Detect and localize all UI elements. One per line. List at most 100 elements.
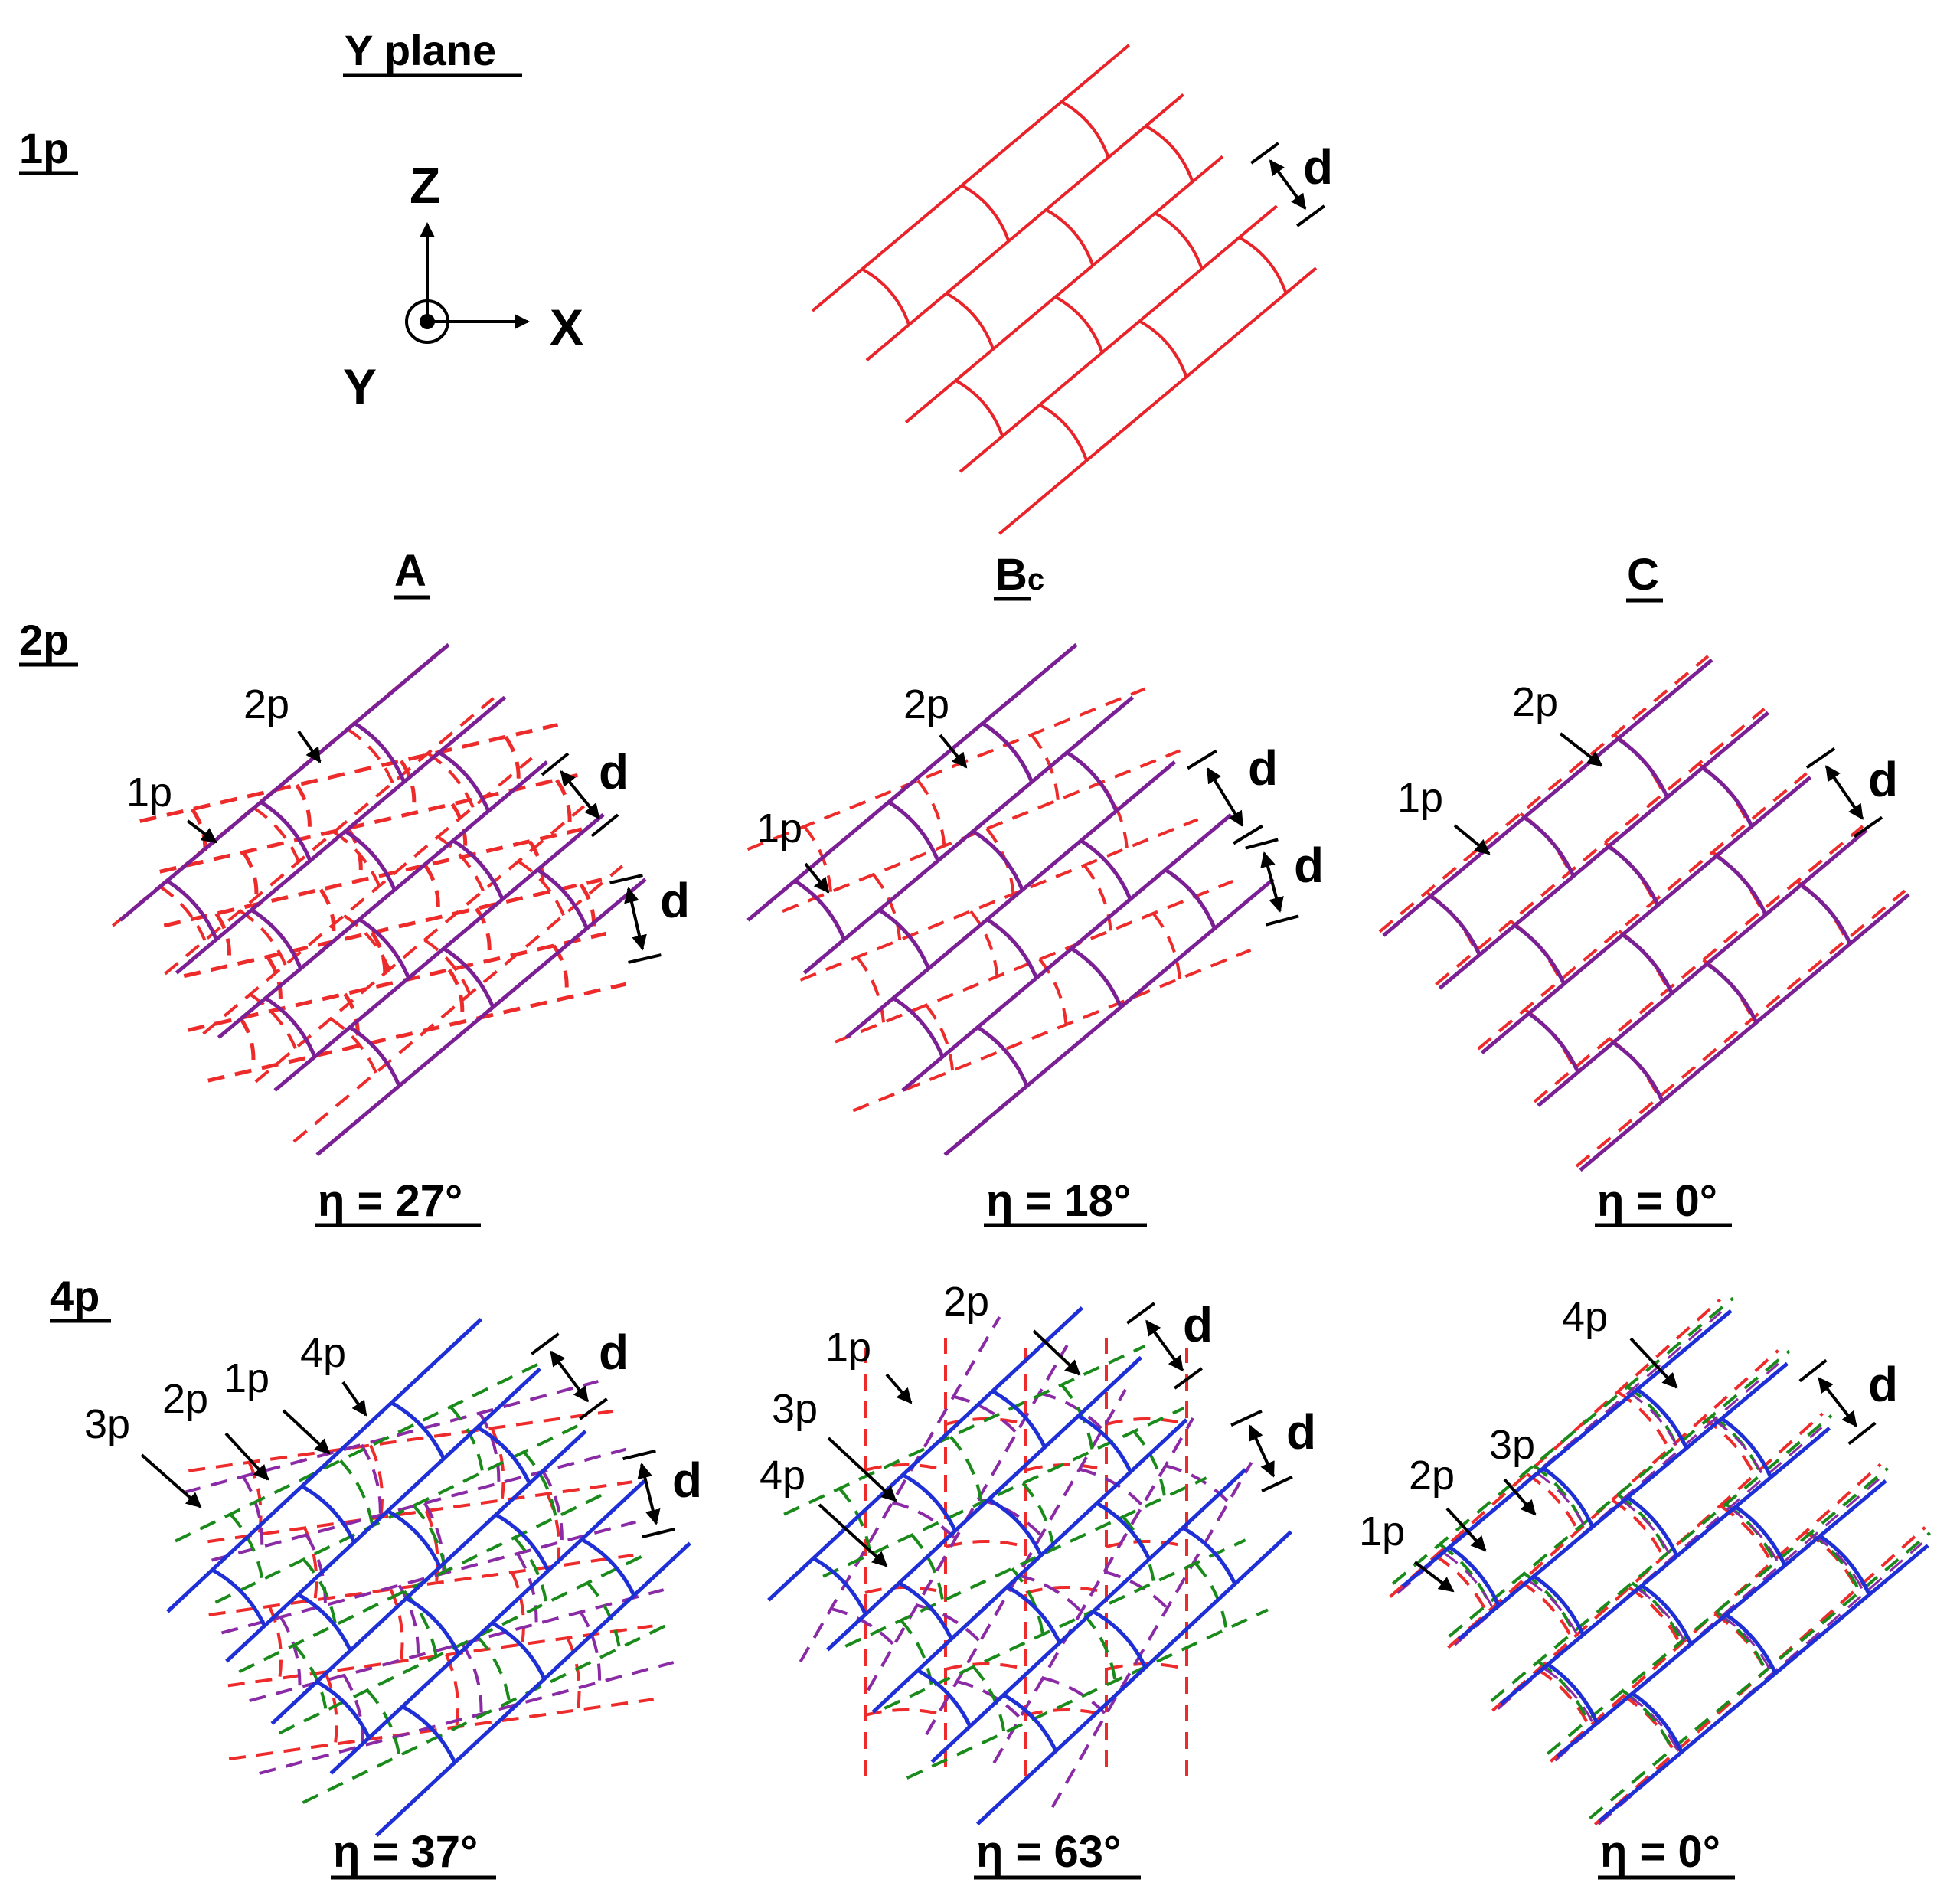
caption-4p-Bc-text: η = 63°	[976, 1827, 1121, 1877]
pass4-grain-boundary	[898, 1581, 953, 1640]
label-4p-A-1p: 1p	[224, 1355, 270, 1401]
pass3-dashed-grain-boundary	[1439, 1543, 1491, 1604]
pass4-grain-boundary	[211, 1567, 266, 1627]
pass1-dashed-grain-boundary	[1611, 1499, 1665, 1558]
pass1-dashed-grain-boundary	[329, 1017, 377, 1074]
pass1-layer-line	[865, 93, 1184, 362]
pass1-dashed-layer-line	[228, 1698, 654, 1761]
pass2-dashed-grain-boundary	[1103, 1570, 1168, 1610]
pass1-dashed-grain-boundary	[1106, 1540, 1187, 1548]
pass2-dashed-grain-boundary	[830, 1606, 896, 1646]
title-text: Y plane	[345, 26, 496, 74]
pass4-grain-boundary	[301, 1484, 356, 1544]
pass1-dashed-grain-boundary	[1796, 880, 1848, 941]
unused-grain-boundary	[528, 840, 545, 894]
pass3-dashed-layer-line	[844, 1476, 1207, 1648]
pass3-dashed-grain-boundary	[449, 1405, 485, 1472]
pass2-dashed-grain-boundary	[1165, 1464, 1230, 1504]
pass3-dashed-grain-boundary	[1060, 1384, 1094, 1452]
unused-grain-boundary	[370, 931, 387, 985]
d-marker-2p-A-upper: d	[541, 744, 629, 838]
pass2-grain-boundary	[1429, 894, 1481, 956]
pass2-dashed-layer-line	[259, 1661, 675, 1775]
pass3-dashed-grain-boundary	[949, 1435, 983, 1503]
d-marker-2p-B-upper-arrow	[1206, 767, 1244, 827]
pass2-dashed-grain-boundary	[1720, 1615, 1773, 1675]
pass2-layer-line	[943, 878, 1275, 1157]
pass2-dashed-grain-boundary	[541, 1470, 564, 1542]
pass1-grain-boundary	[1154, 211, 1204, 270]
pass4-grain-boundary	[401, 1705, 457, 1763]
y-axis-out-of-plane-icon	[405, 299, 449, 344]
d-marker-2p-C-tick-top	[1805, 747, 1836, 770]
d-marker-2p-A-upper-tick-bottom	[590, 813, 619, 838]
pass1-dashed-grain-boundary	[1106, 1417, 1187, 1426]
pass3-dashed-layer-line	[1589, 1531, 1931, 1820]
pass4-grain-boundary	[1096, 1501, 1152, 1561]
pass2-dashed-grain-boundary	[1527, 1580, 1580, 1639]
d-marker-1p-arrow	[1269, 159, 1307, 210]
unused-layer-line	[207, 982, 626, 1083]
pass1-dashed-layer-line	[1477, 772, 1808, 1051]
pass1-dashed-grain-boundary	[1083, 864, 1112, 931]
pass1-dashed-grain-boundary	[343, 914, 391, 970]
pass2-dashed-grain-boundary	[1443, 1552, 1495, 1612]
pass4-layer-line	[374, 1541, 691, 1838]
unused-grain-boundary	[450, 802, 468, 857]
pass2-dashed-grain-boundary	[978, 1497, 1043, 1537]
d-marker-1p-tick-top	[1250, 142, 1279, 165]
pass2-grain-boundary	[976, 1025, 1029, 1087]
pass2-dashed-grain-boundary	[342, 1674, 364, 1746]
d-marker-2p-C-tick-bottom	[1853, 815, 1883, 838]
pass1-layer-line	[998, 266, 1318, 535]
pass1-dashed-grain-boundary	[517, 860, 566, 917]
pass3-dashed-layer-line	[302, 1620, 675, 1804]
pass2-dashed-grain-boundary	[1628, 1695, 1681, 1755]
d-marker-4p-A-lower-tick-bottom	[642, 1527, 675, 1539]
pass3-dashed-grain-boundary	[1011, 1567, 1044, 1635]
caption-2p-Bc-text: η = 18°	[986, 1176, 1131, 1226]
pass3-dashed-grain-boundary	[229, 1513, 264, 1580]
pass4-grain-boundary	[1181, 1526, 1237, 1585]
panel-4p-A	[166, 1317, 691, 1838]
pass3-dashed-grain-boundary	[972, 1665, 1006, 1734]
column-header-C: C	[1626, 550, 1663, 603]
pass4-layer-line	[1401, 1309, 1733, 1588]
caption-2p-C-text: η = 0°	[1597, 1176, 1717, 1226]
label-2p-B-2p: 2p	[903, 681, 949, 727]
column-header-A: A	[394, 546, 430, 600]
pass2-layer-line	[844, 760, 1177, 1039]
panel-4p-C	[1389, 1296, 1931, 1826]
pass4-layer-line	[270, 1430, 587, 1725]
label-2p-B-1p: 1p	[756, 806, 802, 851]
pass4-layer-line	[1499, 1427, 1831, 1705]
pass1-dashed-grain-boundary	[1613, 734, 1665, 795]
pass3-dashed-grain-boundary	[1194, 1562, 1228, 1629]
pass1-grain-boundary	[1045, 208, 1095, 266]
pass4-layer-line	[225, 1367, 542, 1663]
d-marker-4p-A-lower-arrow	[637, 1463, 661, 1525]
pass3-dashed-grain-boundary	[476, 1635, 511, 1702]
d-marker-2p-B-upper: d	[1187, 740, 1278, 845]
pass3-dashed-grain-boundary	[522, 1450, 557, 1518]
unused-grain-boundary	[423, 864, 440, 918]
label-2p-A-1p: 1p	[126, 770, 172, 815]
pass4-grain-boundary	[387, 1509, 442, 1568]
label-4p-C-3p: 3p	[1489, 1422, 1535, 1468]
pass-annotations: 2p 1p 2p 1p 2p 1p 4p 1p 2p 3p 2p 1p 3p 4…	[84, 679, 1678, 1593]
pass2-dashed-grain-boundary	[461, 1642, 483, 1714]
pass2-layer-line	[901, 812, 1233, 1092]
panel-2p-C	[1378, 655, 1910, 1172]
pass2-dashed-layer-line	[992, 1417, 1195, 1764]
pass2-dashed-grain-boundary	[1813, 1535, 1866, 1594]
pass4-grain-boundary	[1092, 1610, 1148, 1669]
pass4-grain-boundary	[902, 1472, 957, 1532]
column-header-B-subscript: c	[1027, 563, 1044, 597]
pass2-dashed-grain-boundary	[1628, 1391, 1681, 1451]
d-marker-4p-C-arrow	[1818, 1377, 1857, 1427]
pass4-layer-line	[767, 1306, 1084, 1602]
pass4-grain-boundary	[1635, 1387, 1688, 1450]
d-marker-2p-B-lower: d	[1245, 838, 1324, 927]
pass4-grain-boundary	[1077, 1414, 1132, 1473]
